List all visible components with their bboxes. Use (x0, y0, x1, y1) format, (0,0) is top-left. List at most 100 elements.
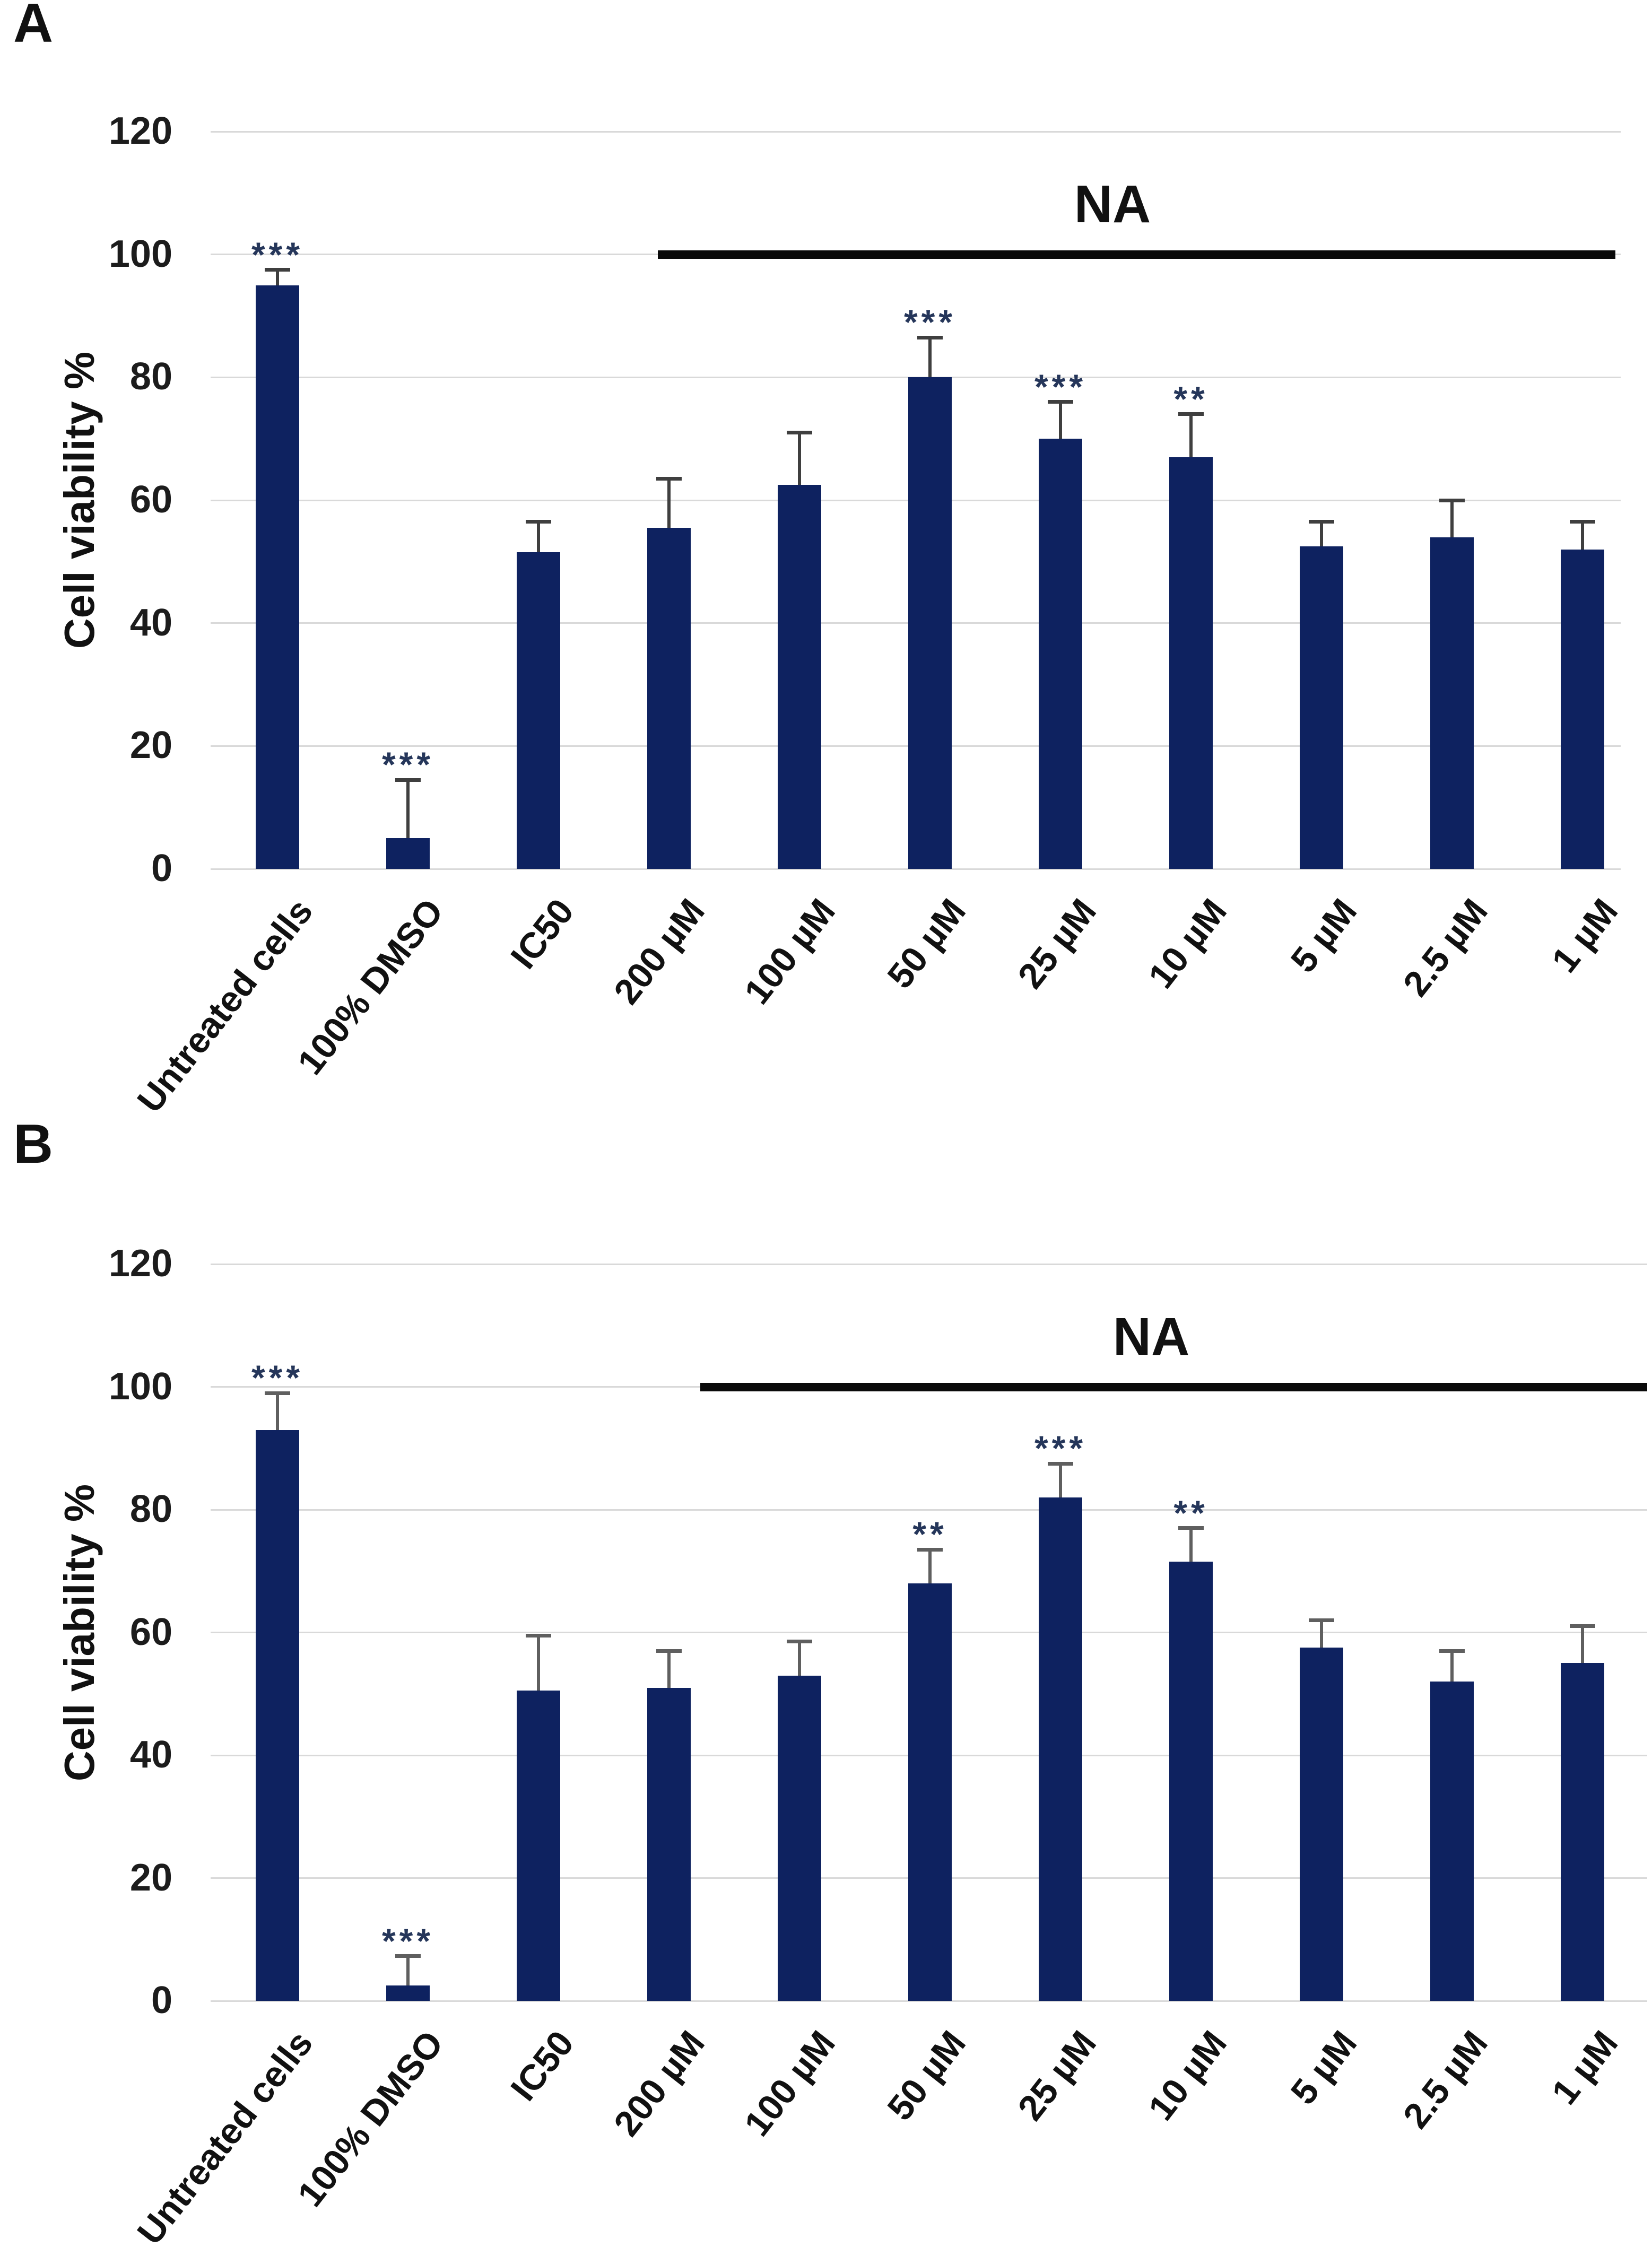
error-cap-50-m (917, 1547, 943, 1552)
error-bar-ic50 (537, 521, 540, 553)
bar-untreated-cells (256, 1430, 299, 2001)
error-cap-untreated-cells (265, 1391, 290, 1395)
x-tick-label-10-m: 10 µM (1140, 2023, 1234, 2128)
significance-marker-10-m: ** (1173, 379, 1208, 419)
error-bar-100-m (798, 1641, 801, 1676)
x-tick-label-10-m: 10 µM (1140, 891, 1234, 996)
gridline-120 (211, 1263, 1647, 1265)
error-bar-25-m (1059, 402, 1062, 439)
x-tick-label-1-m: 1 µM (1544, 891, 1626, 980)
y-tick-label-100: 100 (108, 1365, 172, 1408)
bar-2-5-m (1430, 1682, 1474, 2001)
y-tick-label-60: 60 (129, 478, 172, 521)
error-cap-100-m (787, 431, 812, 435)
gridline-80 (211, 1509, 1647, 1511)
bar-25-m (1039, 439, 1082, 869)
bar-100-dmso (386, 838, 430, 869)
error-cap-ic50 (526, 520, 551, 524)
y-tick-label-0: 0 (151, 1979, 172, 2022)
x-tick-label-untreated-cells: Untreated cells (129, 891, 321, 1120)
x-tick-label-100-m: 100 µM (736, 891, 843, 1012)
error-bar-untreated-cells (276, 269, 279, 285)
significance-marker-100-dmso: *** (381, 745, 434, 785)
bar-1-m (1561, 1663, 1604, 2001)
na-annotation-line (658, 250, 1615, 259)
error-bar-ic50 (537, 1635, 540, 1691)
bar-200-m (647, 1687, 691, 2001)
error-cap-untreated-cells (265, 268, 290, 272)
x-tick-label-1-m: 1 µM (1544, 2023, 1626, 2112)
error-bar-100-dmso (406, 780, 410, 839)
bar-10-m (1169, 457, 1213, 869)
bar-5-m (1300, 1648, 1343, 2001)
x-tick-label-100-m: 100 µM (736, 2023, 843, 2144)
x-tick-label-ic50: IC50 (503, 891, 582, 977)
x-tick-label-25-m: 25 µM (1010, 891, 1104, 996)
y-axis-title: Cell viability % (56, 1484, 103, 1781)
bar-2-5-m (1430, 537, 1474, 869)
y-tick-label-20: 20 (129, 724, 172, 767)
y-tick-label-120: 120 (108, 110, 172, 152)
bar-200-m (647, 528, 691, 869)
error-bar-5-m (1320, 521, 1323, 546)
error-cap-1-m (1570, 1624, 1595, 1628)
gridline-0 (211, 868, 1621, 870)
x-tick-label-25-m: 25 µM (1010, 2023, 1104, 2128)
significance-marker-50-m: *** (903, 302, 957, 342)
bar-ic50 (517, 552, 560, 869)
y-tick-label-120: 120 (108, 1242, 172, 1285)
panel-a-letter: A (13, 0, 54, 54)
y-tick-label-80: 80 (129, 1488, 172, 1530)
error-bar-2-5-m (1450, 500, 1454, 537)
x-tick-label-ic50: IC50 (503, 2023, 582, 2109)
x-tick-label-5-m: 5 µM (1283, 2023, 1365, 2112)
error-bar-50-m (928, 337, 932, 378)
y-tick-label-40: 40 (129, 1734, 172, 1776)
error-bar-25-m (1059, 1464, 1062, 1497)
error-cap-5-m (1309, 1618, 1334, 1622)
y-tick-label-60: 60 (129, 1610, 172, 1653)
significance-marker-untreated-cells: *** (251, 234, 304, 274)
error-bar-200-m (667, 1651, 671, 1688)
error-cap-50-m (917, 335, 943, 339)
error-bar-5-m (1320, 1620, 1323, 1648)
error-cap-2-5-m (1439, 1649, 1465, 1653)
bar-100-dmso (386, 1985, 430, 2001)
error-cap-200-m (656, 476, 682, 481)
x-tick-label-5-m: 5 µM (1283, 891, 1365, 980)
bar-10-m (1169, 1562, 1213, 2001)
error-bar-10-m (1189, 414, 1193, 457)
error-cap-ic50 (526, 1633, 551, 1637)
x-tick-label-2-5-m: 2.5 µM (1395, 2023, 1496, 2136)
error-bar-100-m (798, 432, 801, 485)
error-cap-10-m (1178, 1526, 1204, 1530)
y-tick-label-40: 40 (129, 601, 172, 644)
y-tick-label-80: 80 (129, 355, 172, 398)
na-annotation-label: NA (1074, 174, 1151, 234)
x-tick-label-200-m: 200 µM (606, 891, 712, 1012)
error-cap-5-m (1309, 520, 1334, 524)
error-bar-2-5-m (1450, 1651, 1454, 1682)
error-bar-1-m (1581, 1626, 1584, 1663)
x-tick-label-200-m: 200 µM (606, 2023, 712, 2144)
error-cap-100-dmso (395, 1954, 421, 1958)
na-annotation-line (700, 1382, 1647, 1391)
error-cap-2-5-m (1439, 498, 1465, 502)
bar-untreated-cells (256, 285, 299, 869)
bar-1-m (1561, 549, 1604, 869)
significance-marker-10-m: ** (1173, 1493, 1208, 1532)
y-tick-label-20: 20 (129, 1856, 172, 1899)
x-tick-label-50-m: 50 µM (879, 891, 973, 996)
significance-marker-50-m: ** (912, 1514, 947, 1554)
bar-100-m (778, 1675, 821, 2001)
x-tick-label-50-m: 50 µM (879, 2023, 973, 2128)
error-cap-10-m (1178, 412, 1204, 416)
error-bar-100-dmso (406, 1956, 410, 1986)
x-tick-label-2-5-m: 2.5 µM (1395, 891, 1496, 1004)
significance-marker-25-m: *** (1034, 1428, 1087, 1468)
error-cap-100-m (787, 1640, 812, 1644)
x-tick-label-untreated-cells: Untreated cells (129, 2023, 321, 2252)
error-cap-100-dmso (395, 778, 421, 782)
na-annotation-label: NA (1112, 1306, 1190, 1366)
bar-50-m (908, 377, 952, 869)
